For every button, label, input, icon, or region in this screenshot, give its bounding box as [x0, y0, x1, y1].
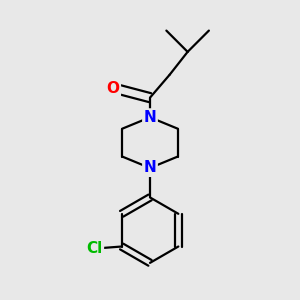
Text: O: O [106, 81, 119, 96]
Text: N: N [144, 110, 156, 125]
Text: Cl: Cl [86, 241, 103, 256]
Text: N: N [144, 160, 156, 175]
